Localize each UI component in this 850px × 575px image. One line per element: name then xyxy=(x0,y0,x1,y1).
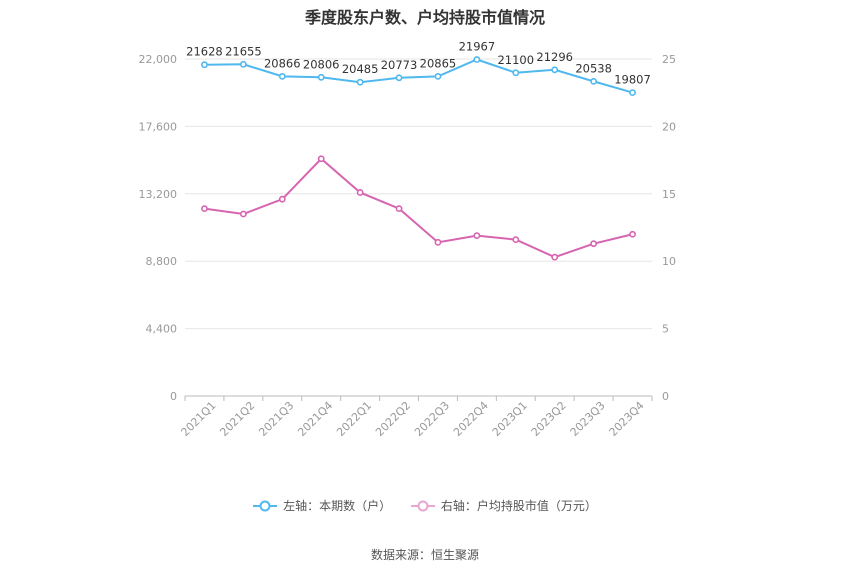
right-tick-label: 15 xyxy=(662,188,676,201)
data-point-left xyxy=(434,72,442,80)
legend-item-right[interactable]: 右轴：户均持股市值（万元） xyxy=(410,497,597,514)
data-point-left xyxy=(629,89,636,96)
right-tick-label: 10 xyxy=(662,255,676,268)
legend-item-left[interactable]: 左轴：本期数（户） xyxy=(253,497,391,514)
data-point-left xyxy=(356,78,364,86)
x-tick-label: 2023Q4 xyxy=(607,399,647,439)
left-tick-label: 0 xyxy=(170,390,177,403)
data-point-left xyxy=(278,72,286,80)
data-point-left xyxy=(395,74,403,82)
right-tick-label: 25 xyxy=(662,53,676,66)
data-label: 20866 xyxy=(264,56,301,70)
data-point-right xyxy=(239,210,247,218)
x-tick-label: 2023Q3 xyxy=(568,399,608,439)
data-point-left xyxy=(590,77,598,85)
data-point-left xyxy=(239,60,247,68)
data-point-right xyxy=(512,236,520,244)
x-tick-label: 2022Q3 xyxy=(412,399,452,439)
data-point-right xyxy=(551,253,559,261)
legend-label-right: 右轴：户均持股市值（万元） xyxy=(440,499,597,513)
data-source: 数据来源：恒生聚源 xyxy=(370,548,479,562)
data-label: 21967 xyxy=(459,40,496,54)
data-label: 21655 xyxy=(225,44,262,58)
data-label: 20485 xyxy=(342,62,379,76)
series-line-left xyxy=(204,58,633,94)
data-label: 21628 xyxy=(186,45,223,59)
right-tick-label: 5 xyxy=(662,323,669,336)
data-label: 21100 xyxy=(497,53,534,67)
right-tick-label: 20 xyxy=(662,120,676,133)
data-point-right xyxy=(590,240,598,248)
right-axis-ticks: 0 5 10 15 20 25 xyxy=(662,53,676,403)
legend: 左轴：本期数（户） 右轴：户均持股市值（万元） xyxy=(0,497,850,515)
left-tick-label: 13,200 xyxy=(139,188,178,201)
left-axis-ticks: 0 4,400 8,800 13,200 17,600 22,000 xyxy=(139,53,178,403)
data-point-right xyxy=(201,205,208,213)
data-label: 20865 xyxy=(420,56,457,70)
series-line-right xyxy=(204,157,633,259)
data-label: 20773 xyxy=(381,58,418,72)
data-point-right xyxy=(395,205,403,213)
data-label: 21296 xyxy=(536,50,573,64)
data-label: 19807 xyxy=(614,73,651,87)
left-tick-label: 8,800 xyxy=(146,255,178,268)
x-tick-label: 2022Q1 xyxy=(334,399,374,439)
data-label: 20806 xyxy=(303,57,340,71)
legend-marker-right-icon xyxy=(410,500,435,511)
grid-lines xyxy=(185,58,652,397)
data-point-left xyxy=(551,66,559,74)
data-point-right xyxy=(356,189,364,196)
x-tick-label: 2021Q1 xyxy=(179,399,219,439)
x-tick-label: 2023Q2 xyxy=(529,399,569,439)
data-point-right xyxy=(278,195,286,203)
x-axis-ticks: 2021Q12021Q22021Q32021Q42022Q12022Q22022… xyxy=(179,396,653,439)
legend-marker-left-icon xyxy=(253,500,278,511)
left-tick-label: 4,400 xyxy=(146,323,178,336)
chart-title: 季度股东户数、户均持股市值情况 xyxy=(304,8,545,27)
data-point-right xyxy=(434,238,442,246)
x-tick-label: 2022Q2 xyxy=(373,399,413,439)
x-tick-label: 2023Q1 xyxy=(490,399,530,439)
x-tick-label: 2022Q4 xyxy=(451,399,491,439)
data-point-left xyxy=(201,61,208,69)
legend-label-left: 左轴：本期数（户） xyxy=(283,499,392,513)
data-point-right xyxy=(473,232,481,239)
left-tick-label: 17,600 xyxy=(139,120,178,133)
x-tick-label: 2021Q4 xyxy=(295,399,335,439)
data-point-left xyxy=(317,73,325,81)
right-tick-label: 0 xyxy=(662,390,669,403)
data-point-left xyxy=(473,56,481,63)
left-tick-label: 22,000 xyxy=(139,53,178,66)
data-point-right xyxy=(317,155,325,163)
data-point-left xyxy=(512,69,520,77)
x-tick-label: 2021Q3 xyxy=(256,399,296,439)
x-tick-label: 2021Q2 xyxy=(217,399,257,439)
data-label: 20538 xyxy=(575,61,612,75)
data-point-right xyxy=(629,230,636,238)
